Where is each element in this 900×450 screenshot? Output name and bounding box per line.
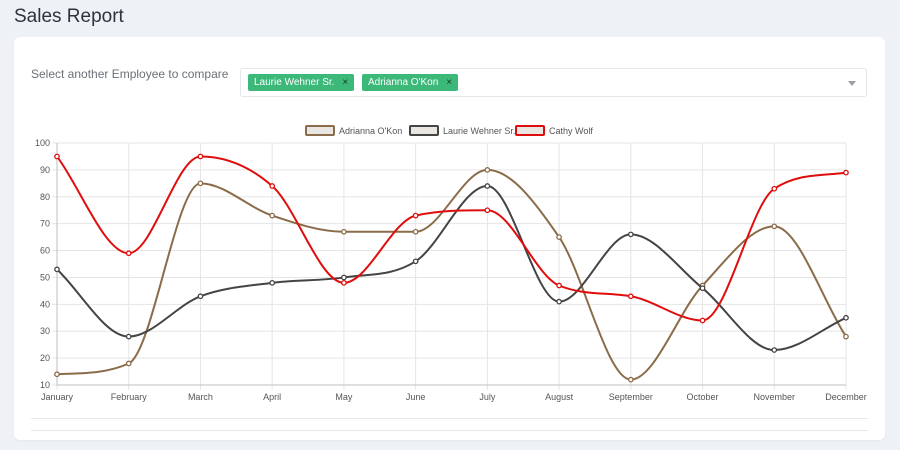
report-card: Select another Employee to compare Lauri… — [14, 37, 885, 440]
divider — [31, 430, 868, 431]
employee-select[interactable]: Laurie Wehner Sr. × Adrianna O'Kon × — [240, 68, 867, 97]
data-point — [627, 231, 634, 238]
data-point — [54, 153, 60, 160]
data-point — [843, 314, 849, 321]
data-point — [771, 347, 778, 353]
y-tick-label: 20 — [40, 353, 50, 363]
data-point — [556, 282, 562, 289]
x-tick-label: May — [335, 392, 353, 402]
chevron-down-icon[interactable] — [848, 81, 856, 86]
legend-label: Adrianna O'Kon — [339, 126, 402, 136]
sales-line-chart: 10 20 30 40 50 60 70 80 90 100 January February Marc… — [35, 125, 867, 402]
data-point — [125, 360, 132, 367]
data-point — [843, 333, 849, 340]
data-point — [269, 212, 276, 219]
x-tick-label: February — [111, 392, 148, 402]
data-point — [54, 266, 60, 273]
data-point — [627, 376, 634, 383]
remove-tag-icon[interactable]: × — [446, 77, 453, 88]
data-point — [269, 183, 276, 189]
x-tick-label: September — [609, 392, 653, 402]
y-tick-label: 70 — [40, 219, 50, 229]
data-point — [54, 371, 60, 378]
y-tick-label: 30 — [40, 326, 50, 336]
selected-employee-tag: Laurie Wehner Sr. × — [248, 74, 355, 91]
data-point — [771, 223, 778, 230]
data-point — [197, 153, 204, 160]
data-point — [197, 180, 204, 187]
x-tick-label: November — [754, 392, 796, 402]
data-point — [341, 279, 347, 286]
data-point — [699, 317, 706, 324]
data-point — [341, 274, 347, 281]
legend-swatch — [515, 125, 545, 136]
tag-label: Adrianna O'Kon — [368, 77, 439, 88]
data-point — [771, 185, 778, 192]
data-point — [412, 258, 419, 265]
selected-employee-tag: Adrianna O'Kon × — [362, 74, 459, 91]
data-point — [843, 169, 849, 176]
y-tick-label: 90 — [40, 165, 50, 175]
data-point — [412, 228, 419, 235]
data-point — [556, 234, 562, 240]
page-title: Sales Report — [14, 6, 124, 27]
legend-label: Cathy Wolf — [549, 126, 593, 136]
x-tick-label: June — [406, 392, 426, 402]
x-tick-label: December — [825, 392, 867, 402]
x-tick-label: July — [479, 392, 496, 402]
y-tick-label: 10 — [40, 380, 50, 390]
data-point — [341, 228, 347, 235]
legend-swatch — [409, 125, 439, 136]
compare-label: Select another Employee to compare — [31, 67, 229, 81]
data-point — [269, 279, 276, 286]
series-line — [56, 185, 847, 352]
y-tick-label: 60 — [40, 246, 50, 256]
data-point — [556, 298, 562, 305]
data-point — [412, 212, 419, 219]
y-tick-label: 40 — [40, 299, 50, 309]
data-point — [484, 167, 491, 173]
x-tick-label: October — [687, 392, 719, 402]
data-point — [484, 183, 491, 189]
y-tick-label: 100 — [35, 138, 50, 148]
series-line — [56, 155, 847, 322]
data-point — [484, 207, 491, 214]
data-point — [197, 293, 204, 300]
legend-swatch — [305, 125, 335, 136]
x-tick-label: January — [41, 392, 74, 402]
tag-label: Laurie Wehner Sr. — [254, 77, 335, 88]
data-point — [699, 285, 706, 292]
remove-tag-icon[interactable]: × — [342, 77, 349, 88]
y-tick-label: 80 — [40, 192, 50, 202]
data-point — [125, 333, 132, 340]
x-tick-label: August — [545, 392, 574, 402]
data-point — [627, 293, 634, 300]
y-tick-label: 50 — [40, 272, 50, 282]
divider — [31, 418, 868, 419]
x-tick-label: April — [263, 392, 281, 402]
legend-label: Laurie Wehner Sr. — [443, 126, 515, 136]
data-point — [125, 250, 132, 257]
series-line — [56, 168, 847, 381]
x-tick-label: March — [188, 392, 213, 402]
